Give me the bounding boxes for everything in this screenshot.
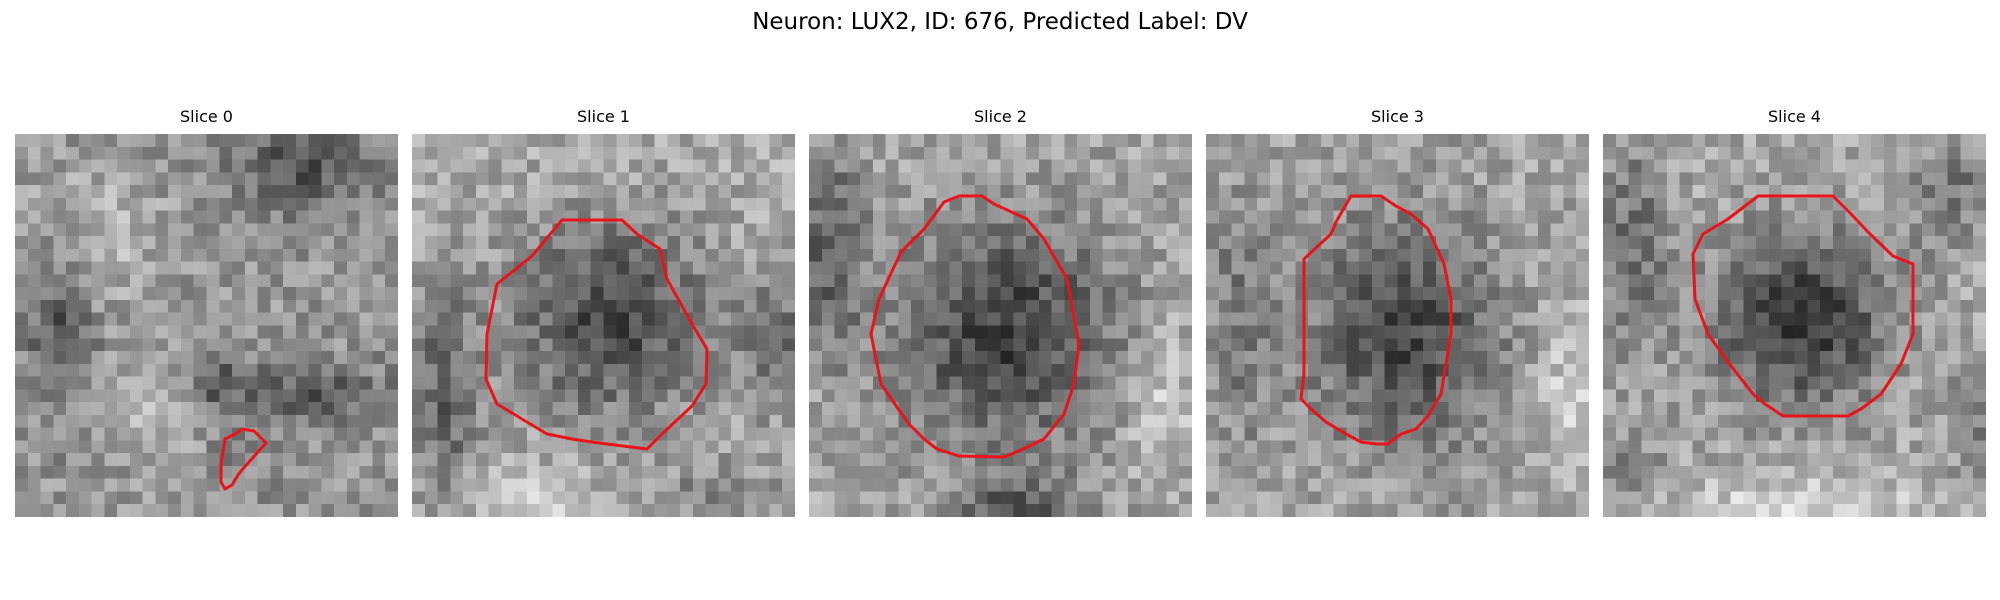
roi-contour-path-3 xyxy=(1299,194,1453,446)
roi-contour-2 xyxy=(869,194,1081,459)
roi-contour-0 xyxy=(219,427,268,491)
slice-image-3 xyxy=(1206,134,1589,517)
roi-contour-4 xyxy=(1691,194,1915,418)
slice-panel-4: Slice 4 xyxy=(1603,107,1986,517)
slice-title-4: Slice 4 xyxy=(1768,107,1821,126)
slice-panel-1: Slice 1 xyxy=(412,107,795,517)
roi-contour-path-2 xyxy=(869,194,1081,459)
roi-contour-path-0 xyxy=(219,427,268,491)
roi-contour-1 xyxy=(484,218,709,451)
slice-title-0: Slice 0 xyxy=(180,107,233,126)
slice-panel-3: Slice 3 xyxy=(1206,107,1589,517)
roi-contour-3 xyxy=(1299,194,1453,446)
slice-image-4 xyxy=(1603,134,1986,517)
figure-title: Neuron: LUX2, ID: 676, Predicted Label: … xyxy=(752,9,1248,35)
slice-panel-0: Slice 0 xyxy=(15,107,398,517)
slice-panel-2: Slice 2 xyxy=(809,107,1192,517)
slice-title-1: Slice 1 xyxy=(577,107,630,126)
slice-image-1 xyxy=(412,134,795,517)
slice-title-2: Slice 2 xyxy=(974,107,1027,126)
roi-contour-path-4 xyxy=(1691,194,1915,418)
slice-title-3: Slice 3 xyxy=(1371,107,1424,126)
slice-image-0 xyxy=(15,134,398,517)
roi-contour-path-1 xyxy=(484,218,709,451)
